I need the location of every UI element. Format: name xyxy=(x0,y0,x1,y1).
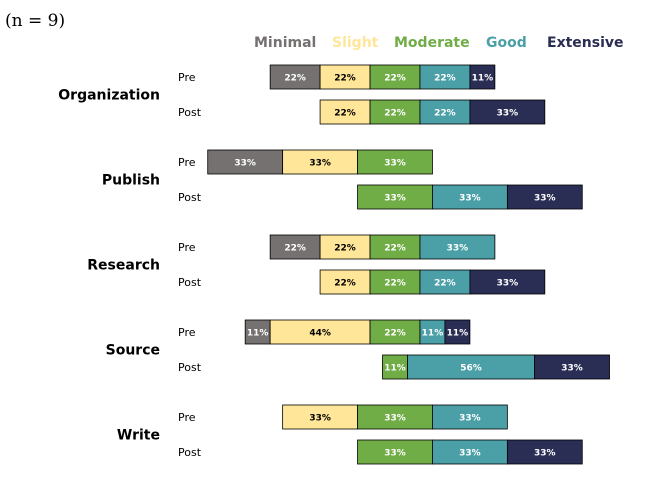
bar-value-label: 33% xyxy=(384,194,406,204)
bar-segment-good xyxy=(419,234,496,260)
bar-value-label: 33% xyxy=(384,159,406,169)
group-label: Organization xyxy=(58,88,160,104)
bar-value-label: 33% xyxy=(459,414,481,424)
legend-item-extensive: Extensive xyxy=(547,35,624,51)
bar-value-label: 22% xyxy=(384,74,406,84)
bar-value-label: 11% xyxy=(447,329,469,339)
bar-value-label: 22% xyxy=(334,74,356,84)
row-label-pre: Pre xyxy=(178,156,196,169)
bar-value-label: 11% xyxy=(472,74,494,84)
bar-value-label: 22% xyxy=(384,279,406,289)
bar-value-label: 22% xyxy=(334,244,356,254)
bar-value-label: 33% xyxy=(447,244,469,254)
bar-segment-slight xyxy=(319,64,371,90)
group-label: Publish xyxy=(102,173,160,189)
bar-segment-minimal xyxy=(269,64,321,90)
bar-segment-moderate xyxy=(357,184,433,210)
legend-item-minimal: Minimal xyxy=(254,35,316,51)
bar-value-label: 33% xyxy=(384,449,406,459)
sample-size-label: (n = 9) xyxy=(5,11,65,31)
bar-value-label: 33% xyxy=(534,194,556,204)
legend: Minimal Slight Moderate Good Extensive xyxy=(254,35,624,51)
bar-value-label: 44% xyxy=(309,329,331,339)
bar-value-label: 33% xyxy=(459,449,481,459)
row-label-post: Post xyxy=(178,276,202,289)
row-label-pre: Pre xyxy=(178,241,196,254)
row-label-post: Post xyxy=(178,191,202,204)
bar-segment-moderate xyxy=(382,354,408,380)
bar-value-label: 11% xyxy=(247,329,269,339)
bar-value-label: 33% xyxy=(459,194,481,204)
group-publish: Publish Pre 33% 33% 33% Post 33% 33% 33% xyxy=(102,149,583,210)
bar-segment-moderate xyxy=(369,269,421,295)
bar-value-label: 22% xyxy=(384,244,406,254)
group-label: Write xyxy=(117,428,160,444)
bar-segment-moderate xyxy=(369,99,421,125)
row-label-post: Post xyxy=(178,446,202,459)
bar-value-label: 22% xyxy=(434,109,456,119)
bar-value-label: 22% xyxy=(384,329,406,339)
bar-value-label: 22% xyxy=(434,279,456,289)
bar-value-label: 33% xyxy=(234,159,256,169)
bar-value-label: 22% xyxy=(384,109,406,119)
bar-segment-extensive xyxy=(469,269,546,295)
bar-segment-moderate xyxy=(369,64,421,90)
bar-value-label: 56% xyxy=(460,364,482,374)
bar-segment-good xyxy=(419,99,471,125)
legend-item-good: Good xyxy=(486,35,527,51)
bar-value-label: 22% xyxy=(334,109,356,119)
group-research: Research Pre 22% 22% 22% 33% Post 22% 22% 22% 33% xyxy=(87,234,546,295)
bar-segment-moderate xyxy=(357,439,433,465)
bar-segment-slight xyxy=(319,234,371,260)
bar-value-label: 33% xyxy=(384,414,406,424)
row-label-post: Post xyxy=(178,361,202,374)
bar-segment-extensive xyxy=(506,184,583,210)
bar-segment-moderate xyxy=(369,234,421,260)
group-label: Research xyxy=(87,258,160,274)
bar-value-label: 22% xyxy=(434,74,456,84)
bar-segment-extensive xyxy=(534,354,610,380)
row-label-post: Post xyxy=(178,106,202,119)
bar-segment-good xyxy=(432,184,508,210)
legend-item-slight: Slight xyxy=(332,35,379,51)
bar-value-label: 11% xyxy=(422,329,444,339)
bar-value-label: 22% xyxy=(284,74,306,84)
row-label-pre: Pre xyxy=(178,71,196,84)
bar-value-label: 11% xyxy=(384,364,406,374)
group-label: Source xyxy=(106,343,160,359)
bar-value-label: 33% xyxy=(497,109,519,119)
bar-value-label: 33% xyxy=(534,449,556,459)
row-label-pre: Pre xyxy=(178,326,196,339)
bar-segment-minimal xyxy=(207,149,284,175)
bar-value-label: 33% xyxy=(561,364,583,374)
bar-value-label: 33% xyxy=(309,159,331,169)
bar-value-label: 33% xyxy=(497,279,519,289)
group-organization: Organization Pre 22% 22% 22% 22% 11% Post 22% 22%… xyxy=(58,64,546,125)
bar-value-label: 33% xyxy=(309,414,331,424)
bar-segment-good xyxy=(419,269,471,295)
chart-groups: Organization Pre 22% 22% 22% 22% 11% Post 22% 22%… xyxy=(58,64,610,465)
bar-segment-good xyxy=(419,319,446,345)
bar-segment-extensive xyxy=(444,319,471,345)
row-label-pre: Pre xyxy=(178,411,196,424)
bar-segment-good xyxy=(432,404,508,430)
group-write: Write Pre 33% 33% 33% Post 33% 33% 33% xyxy=(117,404,583,465)
bar-segment-extensive xyxy=(469,64,496,90)
bar-segment-good xyxy=(432,439,508,465)
legend-item-moderate: Moderate xyxy=(394,35,470,51)
bar-segment-moderate xyxy=(357,149,433,175)
bar-value-label: 22% xyxy=(284,244,306,254)
bar-segment-extensive xyxy=(506,439,583,465)
bar-segment-slight xyxy=(319,269,371,295)
bar-segment-extensive xyxy=(469,99,546,125)
bar-segment-slight xyxy=(269,319,371,345)
bar-segment-minimal xyxy=(269,234,321,260)
bar-value-label: 22% xyxy=(334,279,356,289)
bar-segment-slight xyxy=(319,99,371,125)
